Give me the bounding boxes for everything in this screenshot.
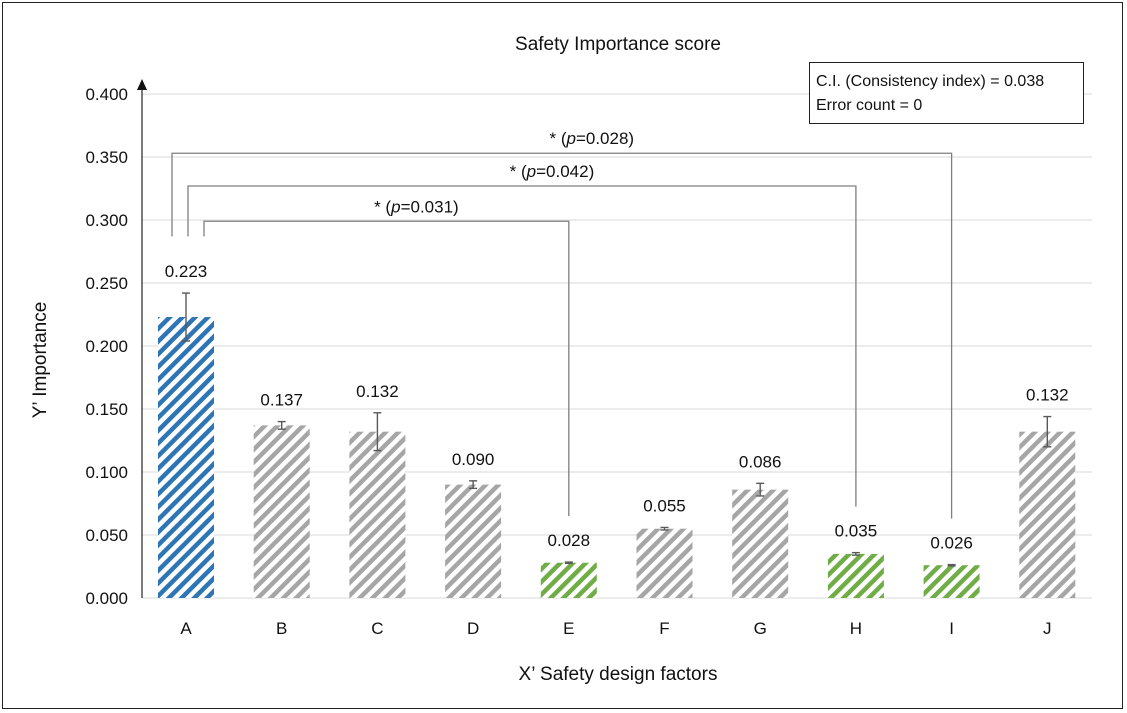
- x-tick-label-A: A: [180, 619, 192, 638]
- error-bar-E: [564, 561, 573, 565]
- bars: [158, 317, 1076, 598]
- significance-bracket-A-I: * (p=0.028): [171, 129, 953, 519]
- bar-J: [1019, 431, 1076, 598]
- value-label-G: 0.086: [739, 452, 782, 471]
- chart-title: Safety Importance score: [515, 34, 721, 55]
- value-label-B: 0.137: [260, 391, 303, 410]
- bar-E: [540, 562, 597, 598]
- value-labels: 0.223 0.137 0.132 0.090 0.028 0.055 0.086 0.035…: [165, 262, 1069, 553]
- gridlines: [142, 93, 1092, 599]
- error-bar-C: [373, 412, 382, 452]
- x-tick-label-J: J: [1043, 619, 1052, 638]
- x-axis-label: X’ Safety design factors: [519, 664, 718, 685]
- y-tick-label: 0.350: [85, 148, 128, 167]
- consistency-index-text: C.I. (Consistency index) = 0.038: [816, 73, 1045, 90]
- x-tick-labels: A B C D E F G H I J: [180, 619, 1051, 638]
- y-tick-label: 0.050: [85, 526, 128, 545]
- y-tick-label: 0.100: [85, 463, 128, 482]
- error-bar-J: [1043, 415, 1052, 448]
- value-label-A: 0.223: [165, 262, 208, 281]
- error-bars: [182, 292, 1052, 567]
- bar-B: [253, 425, 310, 598]
- x-tick-label-I: I: [949, 619, 954, 638]
- value-label-I: 0.026: [930, 534, 973, 553]
- x-tick-label-H: H: [850, 619, 862, 638]
- bar-F: [636, 528, 693, 598]
- y-tick-label: 0.200: [85, 337, 128, 356]
- x-tick-label-D: D: [467, 619, 479, 638]
- error-bar-G: [756, 482, 765, 497]
- bar-C: [349, 431, 406, 598]
- y-tick-label: 0.250: [85, 274, 128, 293]
- value-label-J: 0.132: [1026, 386, 1069, 405]
- bar-H: [827, 553, 884, 598]
- error-bar-I: [947, 563, 956, 567]
- y-tick-labels: 0.000 0.050 0.100 0.150 0.200 0.250 0.300 0.350…: [85, 85, 128, 608]
- significance-bracket-A-H: * (p=0.042): [187, 162, 857, 507]
- value-label-E: 0.028: [548, 531, 591, 550]
- x-tick-label-B: B: [276, 619, 287, 638]
- bar-I: [923, 565, 980, 598]
- significance-label: * (p=0.042): [510, 162, 595, 181]
- info-box: C.I. (Consistency index) = 0.038 Error c…: [809, 62, 1084, 124]
- value-label-F: 0.055: [643, 496, 686, 515]
- x-tick-label-E: E: [563, 619, 574, 638]
- significance-label: * (p=0.028): [549, 129, 634, 148]
- y-axis-arrow: [137, 79, 147, 90]
- significance-brackets: * (p=0.028) * (p=0.042) * (p=0.031): [171, 129, 953, 519]
- x-tick-label-G: G: [754, 619, 767, 638]
- bar-G: [732, 489, 789, 598]
- bar-D: [445, 484, 502, 598]
- value-label-H: 0.035: [835, 522, 878, 541]
- y-tick-label: 0.000: [85, 589, 128, 608]
- y-tick-label: 0.150: [85, 400, 128, 419]
- error-bar-A: [182, 292, 190, 342]
- error-bar-D: [469, 480, 478, 490]
- x-tick-label-F: F: [659, 619, 669, 638]
- y-tick-label: 0.400: [85, 85, 128, 104]
- error-bar-F: [660, 526, 669, 531]
- x-tick-label-C: C: [371, 619, 383, 638]
- value-label-D: 0.090: [452, 450, 495, 469]
- significance-bracket-A-E: * (p=0.031): [203, 197, 570, 517]
- value-label-C: 0.132: [356, 382, 399, 401]
- y-tick-label: 0.300: [85, 211, 128, 230]
- y-axis-label: Y’ Importance: [30, 302, 51, 419]
- error-bar-B: [277, 420, 286, 430]
- bar-A: [158, 317, 214, 598]
- error-count-text: Error count = 0: [816, 97, 923, 114]
- error-bar-H: [851, 551, 860, 556]
- significance-label: * (p=0.031): [374, 197, 459, 216]
